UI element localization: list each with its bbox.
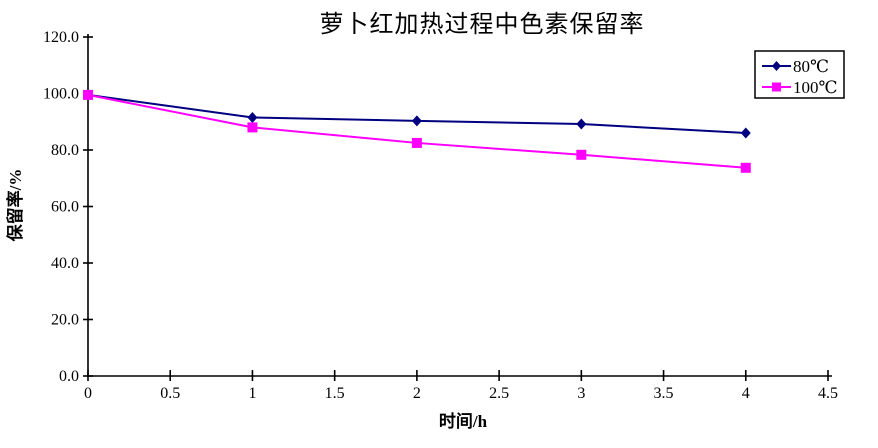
marker-square-icon: [740, 162, 751, 173]
x-tick-label: 3: [577, 385, 585, 402]
marker-diamond-icon: [740, 127, 751, 139]
y-tick-label: 60.0: [51, 199, 79, 216]
y-axis-title: 保留率/%: [6, 168, 25, 242]
marker-square-icon: [772, 82, 781, 92]
y-tick-label: 0.0: [59, 368, 79, 385]
x-tick-label: 1.5: [325, 385, 345, 402]
x-axis-title: 时间/h: [438, 412, 488, 431]
x-tick-label: 1: [248, 385, 256, 402]
marker-square-icon: [411, 137, 422, 148]
x-tick-label: 2: [413, 385, 421, 402]
marker-diamond-icon: [576, 118, 587, 130]
y-tick-label: 40.0: [51, 255, 79, 272]
x-tick-label: 3.5: [654, 385, 674, 402]
x-tick-label: 0.5: [160, 385, 180, 402]
y-tick-label: 100.0: [43, 86, 79, 103]
series-line-100c: [87, 93, 746, 169]
legend-label: 80℃: [793, 57, 829, 76]
marker-diamond-icon: [411, 115, 422, 127]
chart-title: 萝卜红加热过程中色素保留率: [319, 12, 645, 38]
marker-square-icon: [247, 122, 258, 133]
legend-label: 100℃: [793, 78, 838, 97]
marker-square-icon: [576, 149, 587, 160]
marker-diamond-icon: [772, 61, 781, 71]
x-tick-label: 4: [742, 385, 750, 402]
legend-box: [754, 50, 845, 99]
y-tick-label: 20.0: [51, 312, 79, 329]
marker-square-icon: [83, 89, 93, 100]
x-tick-label: 0: [84, 385, 92, 402]
x-tick-label: 4.5: [818, 385, 838, 402]
marker-diamond-icon: [247, 112, 258, 124]
y-tick-label: 120.0: [43, 29, 79, 46]
y-tick-label: 80.0: [51, 142, 79, 159]
x-tick-label: 2.5: [489, 385, 509, 402]
